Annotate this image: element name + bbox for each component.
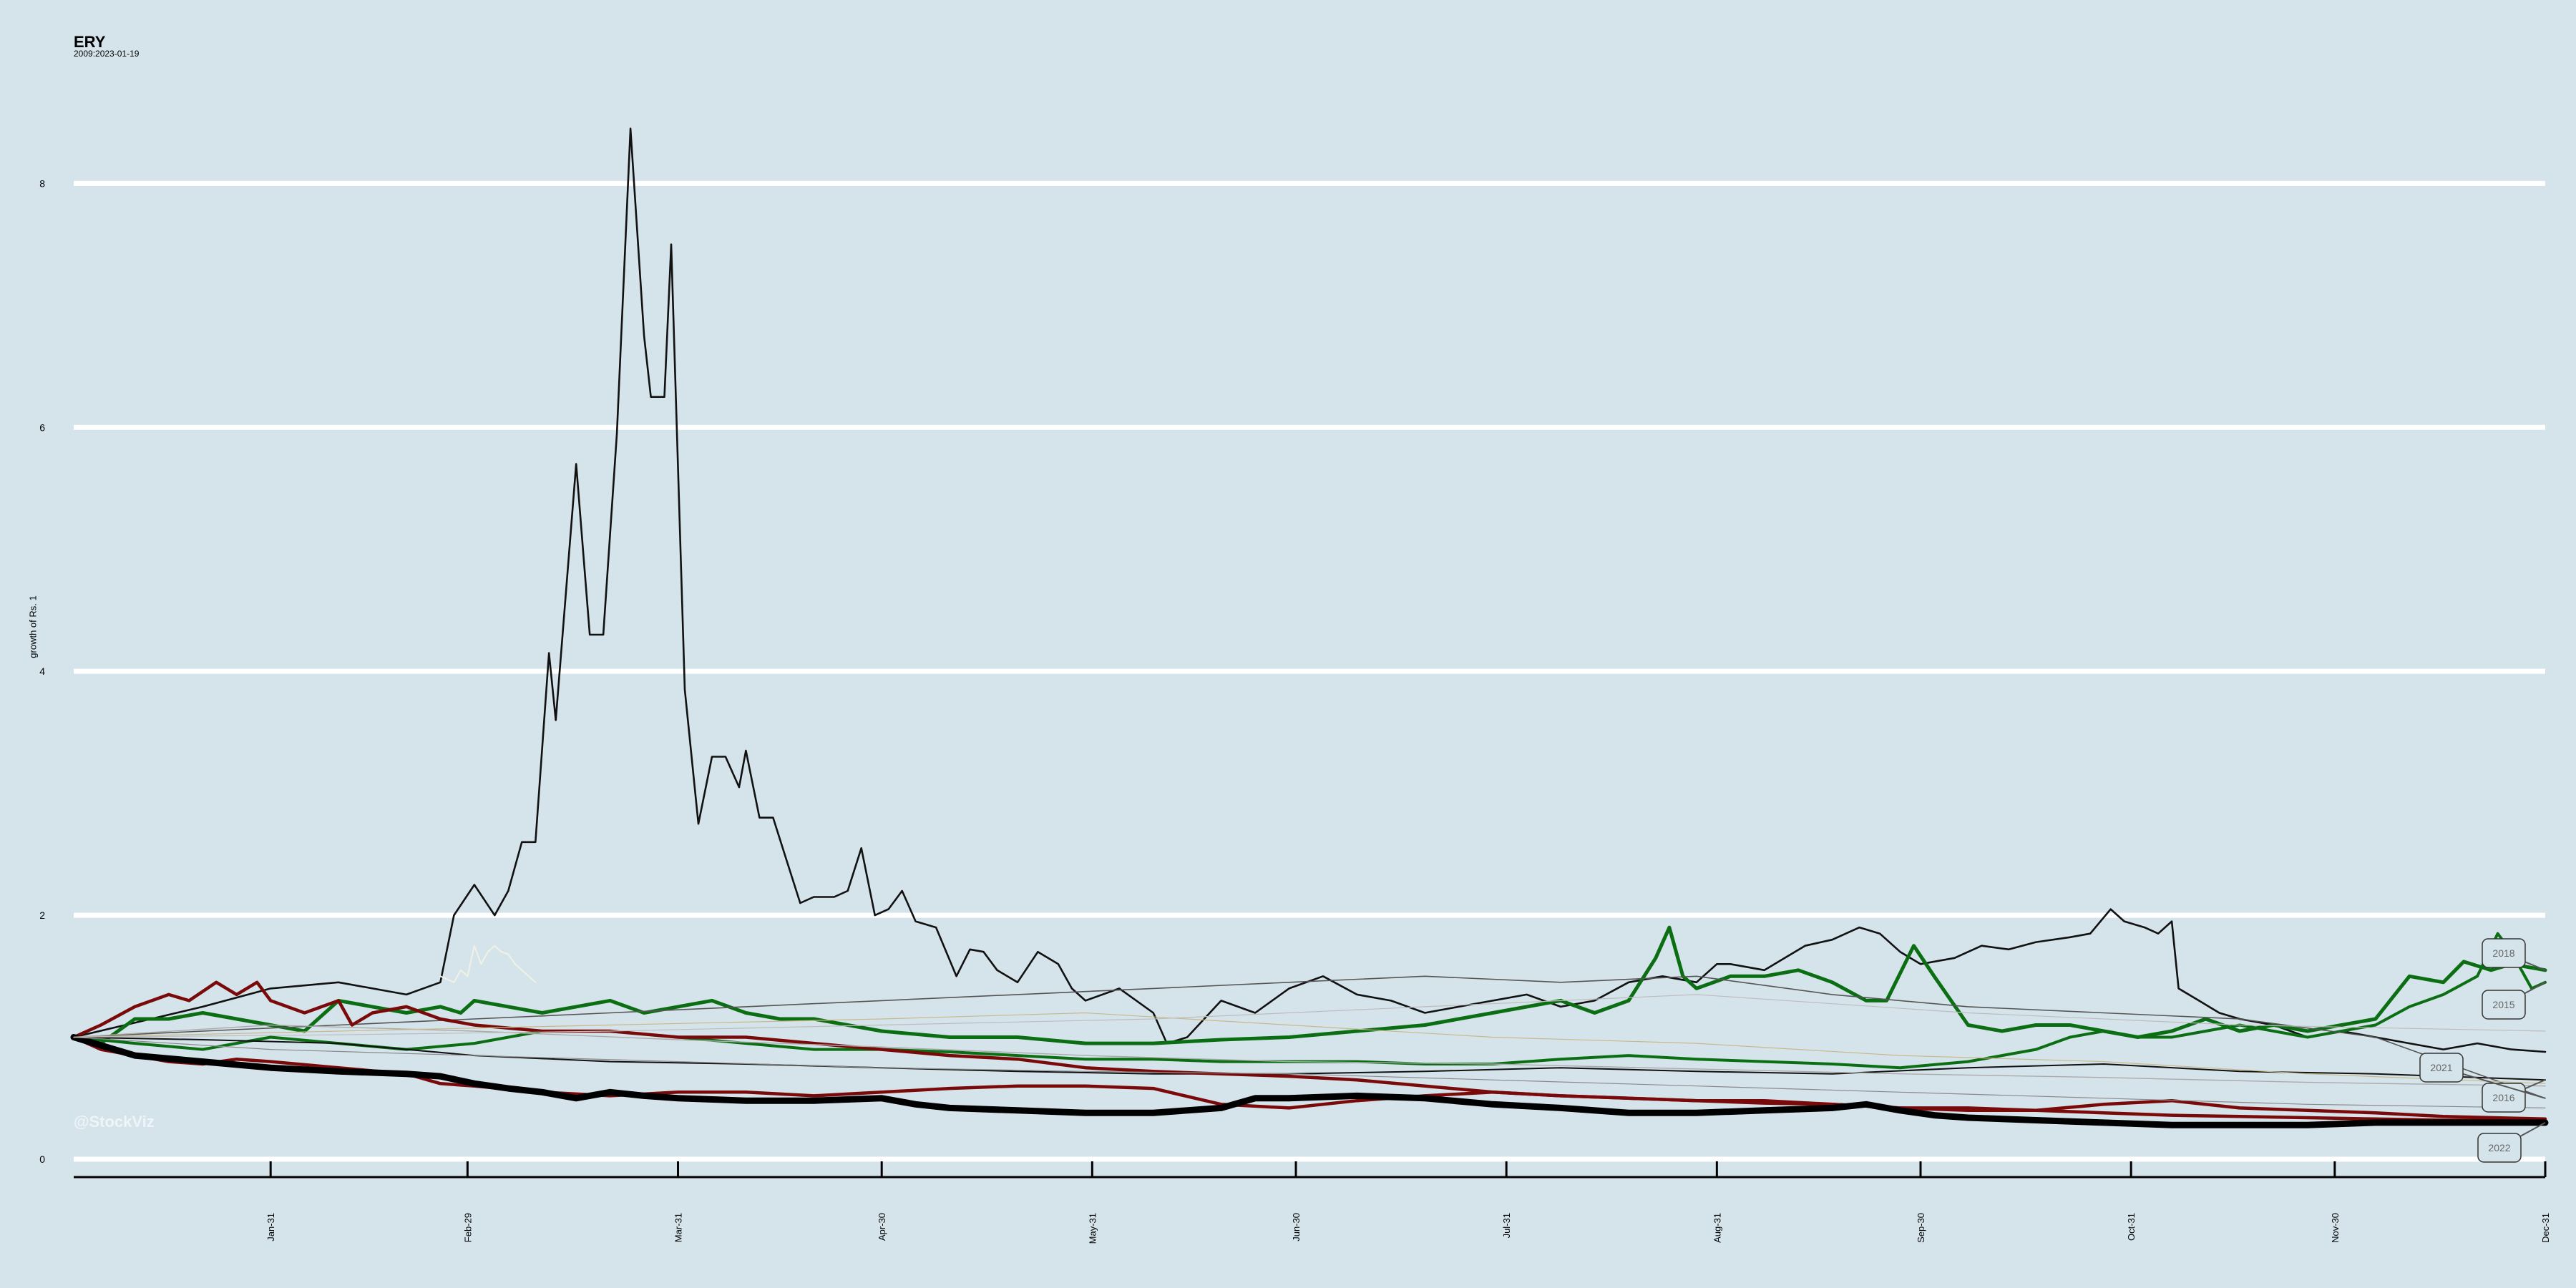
- series-line-unlabeled-6: [72, 1035, 2547, 1121]
- gridlines: 0 2 4 6 8: [39, 177, 2545, 1165]
- series-line-unlabeled-0: [72, 127, 2547, 1053]
- series-label: 2021: [2430, 1062, 2452, 1073]
- x-tick-label: Jul-31: [1501, 1213, 1512, 1238]
- series-lines: [70, 127, 2549, 1128]
- watermark: @StockViz: [74, 1113, 155, 1131]
- x-tick-label: Feb-29: [462, 1213, 473, 1242]
- x-tick-label: Sep-30: [1916, 1213, 1926, 1243]
- y-tick-label: 8: [39, 177, 45, 189]
- y-tick-label: 4: [39, 665, 45, 677]
- x-tick-label: May-31: [1087, 1213, 1098, 1244]
- chart-title: ERY: [74, 33, 106, 51]
- series-line-2016: [73, 1036, 2546, 1081]
- y-tick-label: 6: [39, 421, 45, 433]
- series-label-box: [2419, 1053, 2464, 1083]
- x-tick-label: Nov-30: [2330, 1213, 2341, 1243]
- series-label-box: [2482, 938, 2526, 968]
- x-tick-label: Aug-31: [1712, 1213, 1722, 1243]
- x-tick-label: Apr-30: [877, 1213, 887, 1241]
- series-line-unlabeled-12: [73, 994, 2546, 1038]
- x-tick-label: Mar-31: [673, 1213, 684, 1242]
- series-label-box: [2482, 990, 2526, 1020]
- series-label: 2022: [2488, 1142, 2510, 1153]
- series-line-2022: [70, 1034, 2549, 1128]
- series-line-unlabeled-9: [73, 1024, 2546, 1087]
- y-tick-label: 0: [39, 1153, 45, 1165]
- series-label: 2018: [2492, 947, 2514, 959]
- y-axis-label: growth of Rs. 1: [27, 595, 39, 658]
- series-line-2018: [72, 925, 2547, 1045]
- x-axis: Jan-31 Feb-29 Mar-31 Apr-30 May-31 Jun-30 Jul-…: [74, 1161, 2551, 1244]
- x-tick-label: Oct-31: [2126, 1213, 2137, 1241]
- series-line-2021: [73, 975, 2546, 1099]
- series-label-box: [2477, 1133, 2522, 1163]
- chart-subtitle: 2009:2023-01-19: [74, 49, 140, 59]
- x-tick-label: Jun-30: [1291, 1213, 1302, 1241]
- series-line-unlabeled-11: [73, 1036, 2546, 1109]
- series-label: 2015: [2492, 999, 2514, 1010]
- series-line-unlabeled-8: [439, 945, 537, 983]
- line-end-labels: 2018 2015 2016 2021 2022: [2419, 938, 2546, 1163]
- series-label: 2016: [2492, 1092, 2514, 1103]
- x-tick-label: Dec-31: [2540, 1213, 2551, 1243]
- series-label-box: [2482, 1083, 2526, 1113]
- series-line-unlabeled-10: [73, 1012, 2546, 1084]
- y-tick-label: 2: [39, 909, 45, 921]
- x-tick-label: Jan-31: [265, 1213, 276, 1241]
